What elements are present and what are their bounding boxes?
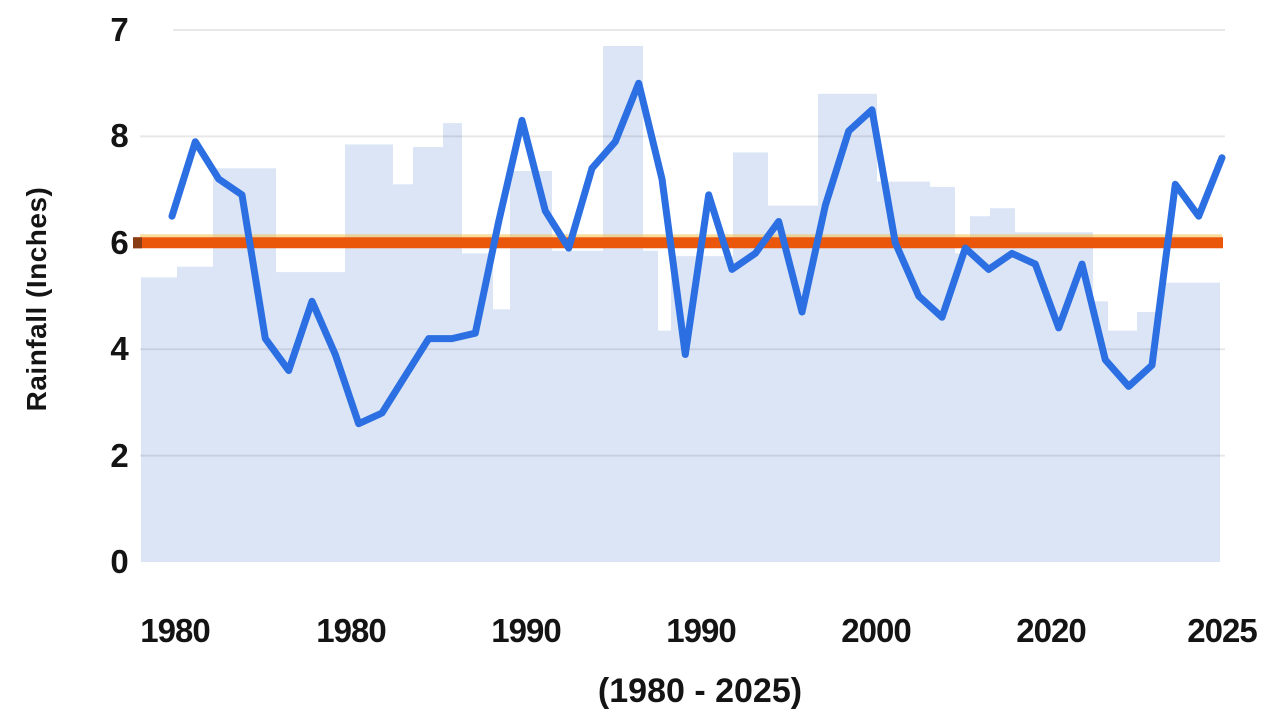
x-tick-label: 1990 — [666, 612, 736, 649]
average-line-group — [133, 234, 1223, 249]
background-bar — [603, 46, 643, 562]
y-tick-label: 0 — [110, 543, 128, 580]
background-bars-group — [141, 46, 1220, 563]
background-bar — [213, 168, 276, 563]
background-bar — [510, 171, 552, 562]
x-tick-label: 1990 — [491, 612, 561, 649]
background-bar — [955, 253, 970, 562]
background-bar — [1015, 232, 1093, 562]
background-bar — [658, 330, 671, 562]
y-axis-title: Rainfall (Inches) — [21, 186, 52, 412]
x-tick-label: 1980 — [316, 612, 386, 649]
background-bar — [493, 309, 510, 562]
background-bar — [930, 186, 955, 562]
x-tick-label: 2025 — [1187, 612, 1257, 649]
y-tick-label: 7 — [110, 11, 128, 48]
x-tick-label: 2020 — [1016, 612, 1086, 649]
background-bar — [462, 253, 493, 562]
background-bar — [141, 277, 177, 562]
y-tick-label: 8 — [110, 117, 128, 154]
background-bar — [643, 250, 658, 563]
background-bar — [276, 272, 345, 562]
x-tick-label: 1980 — [140, 612, 210, 649]
background-bar — [970, 216, 990, 562]
background-bar — [733, 152, 768, 562]
chart-caption: (1980 - 2025) — [597, 672, 803, 710]
x-tick-label: 2000 — [841, 612, 911, 649]
background-bar — [443, 123, 462, 562]
background-bar — [552, 250, 603, 563]
y-tick-label: 4 — [110, 330, 128, 367]
background-bar — [818, 93, 877, 563]
background-bar — [1163, 282, 1220, 562]
y-tick-label: 6 — [110, 224, 128, 261]
background-bar — [1093, 301, 1108, 562]
y-tick-label: 2 — [110, 437, 128, 474]
background-bar — [177, 266, 213, 562]
background-bar — [345, 144, 393, 562]
gridlines-group — [140, 29, 1225, 457]
rainfall-line-group — [168, 79, 1226, 428]
rainfall-line — [168, 79, 1226, 428]
